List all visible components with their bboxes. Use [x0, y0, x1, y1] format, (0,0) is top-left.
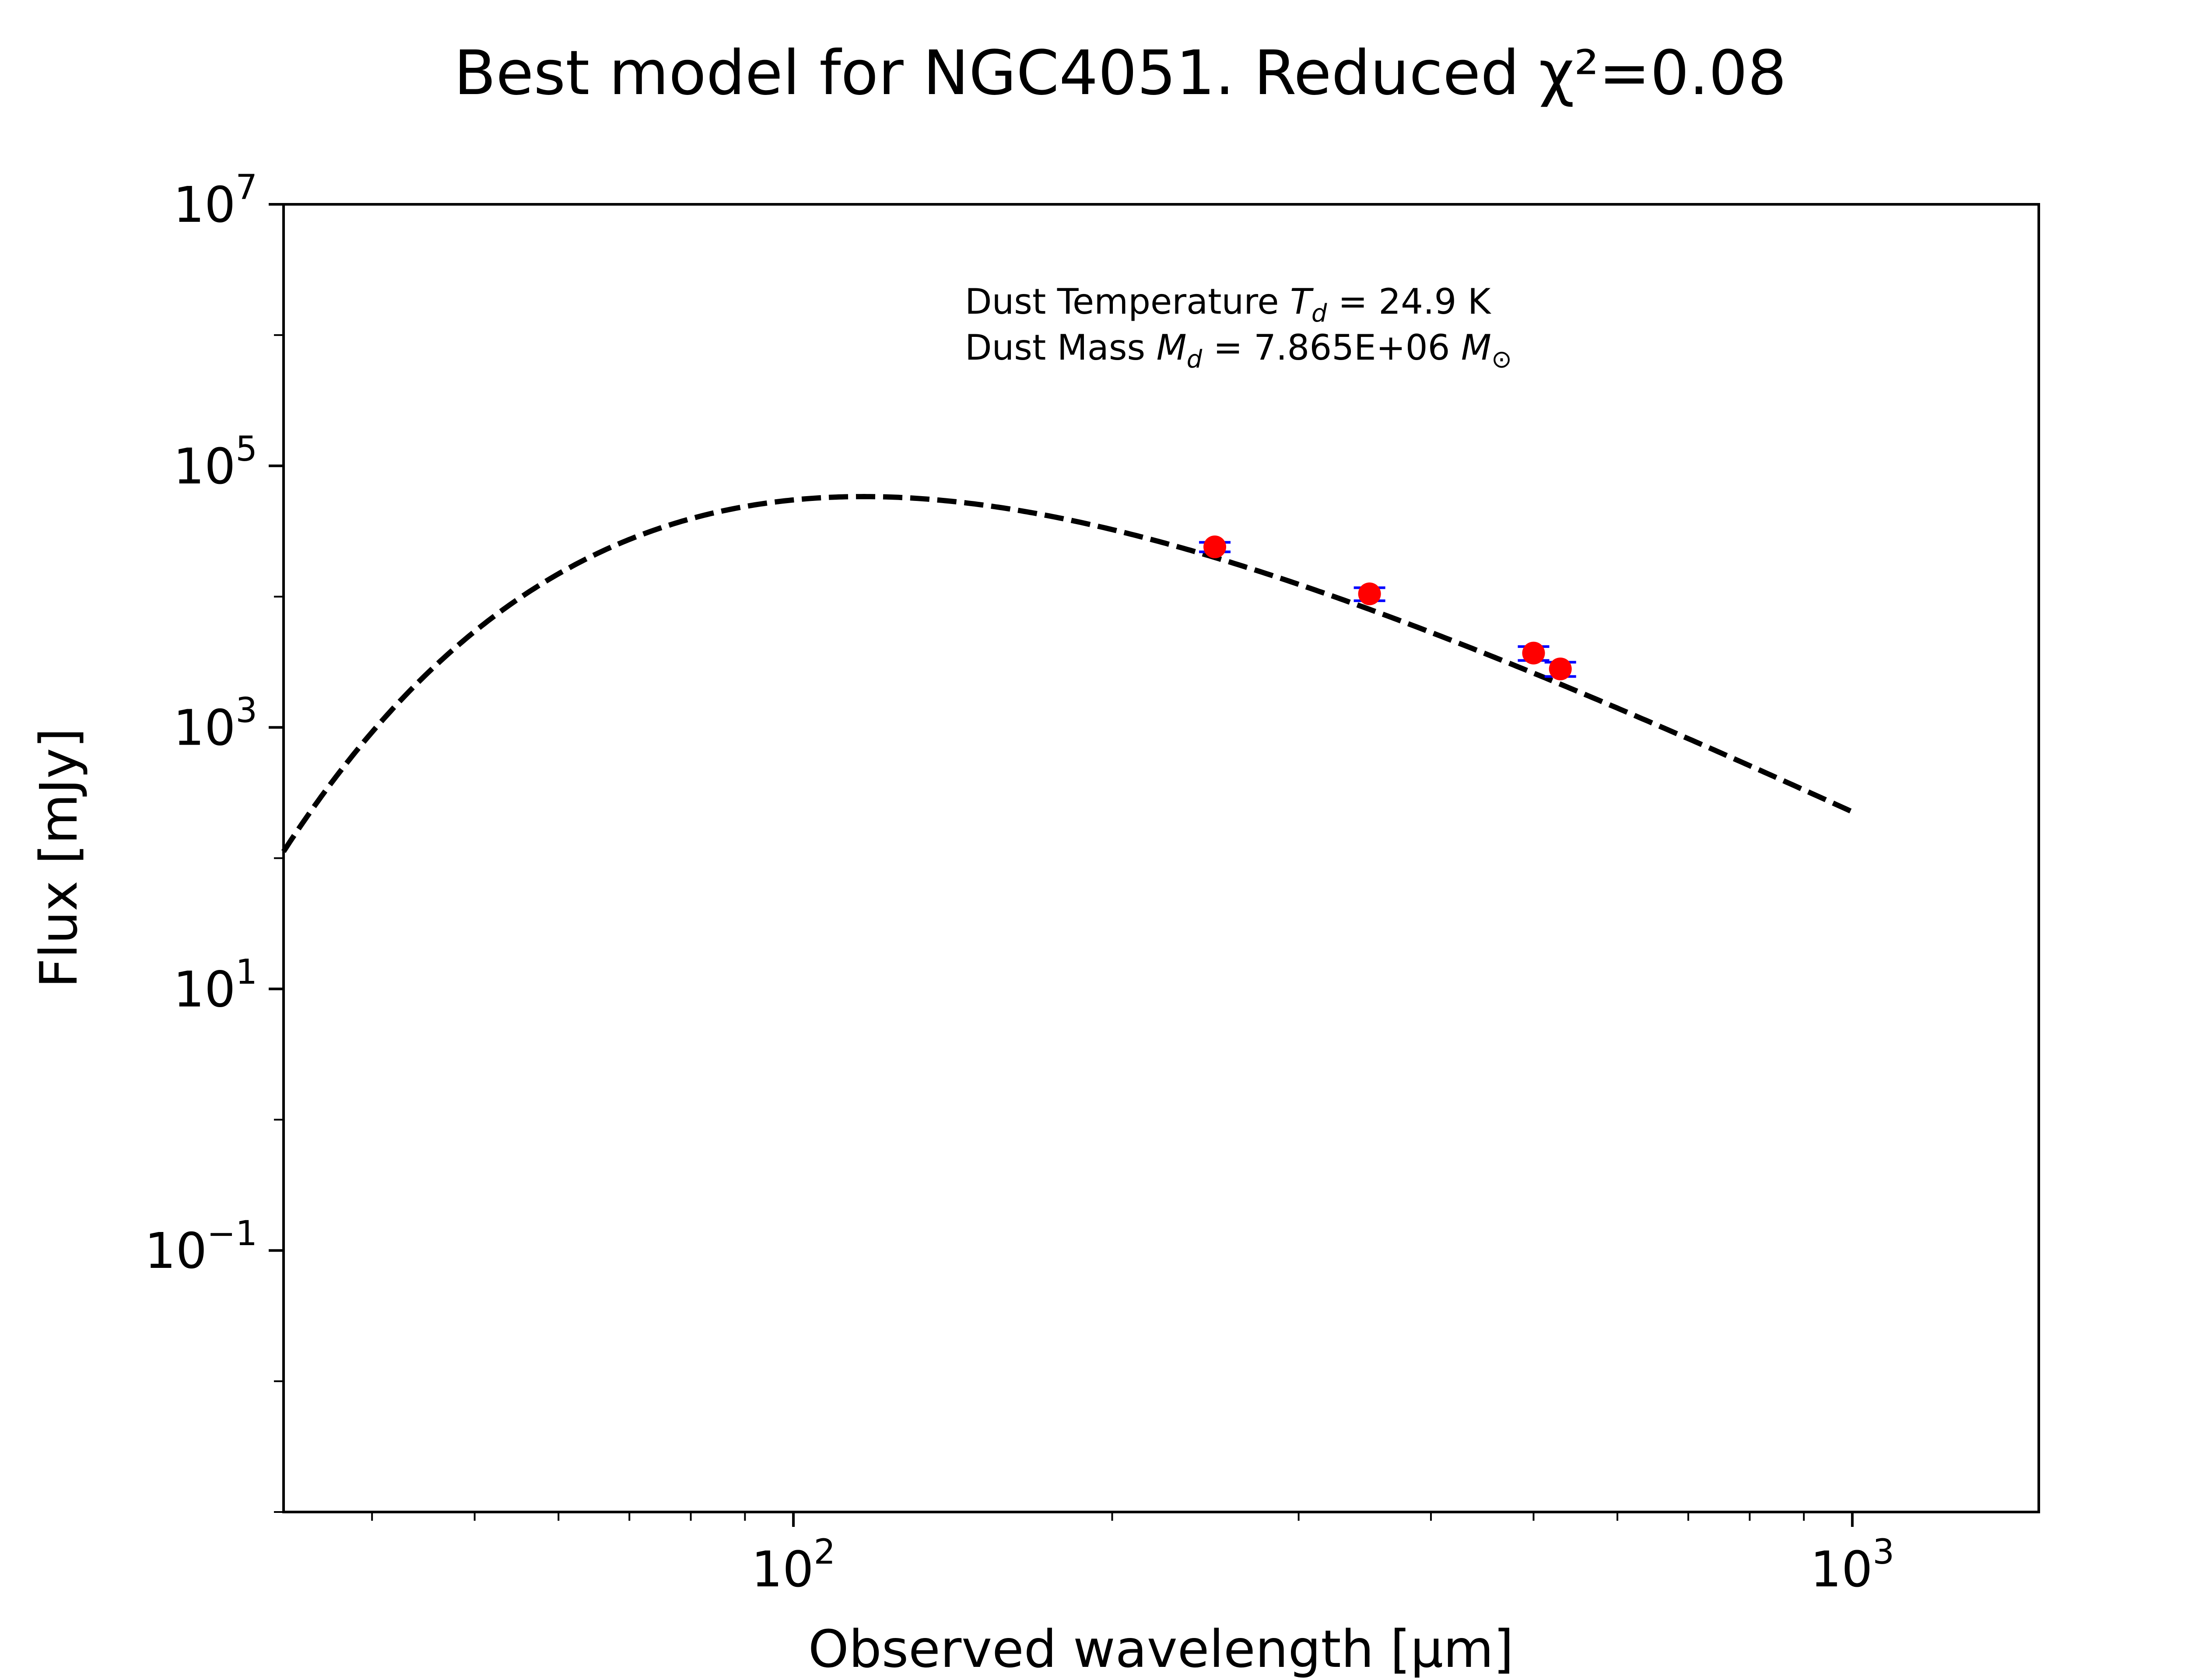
- observed-points: [1199, 536, 1576, 680]
- y-tick-label: 103: [173, 691, 257, 757]
- dust-temperature-label: Dust Temperature Td = 24.9 K: [965, 281, 1492, 328]
- y-tick-label: 10−1: [145, 1214, 258, 1280]
- y-tick-label: 101: [173, 952, 257, 1018]
- plot-area: [281, 203, 2040, 1513]
- y-axis-label: Flux [mJy]: [28, 728, 89, 988]
- data-point: [1358, 582, 1381, 606]
- model-layer: [281, 494, 1854, 853]
- model-curve: [281, 494, 1854, 853]
- data-point: [1203, 536, 1227, 559]
- dust-mass-label: Dust Mass Md = 7.865E+06 M⊙: [965, 327, 1512, 374]
- x-tick-label: 103: [1810, 1533, 1894, 1598]
- x-axis-label: Observed wavelength [μm]: [808, 1619, 1514, 1679]
- y-tick-label: 105: [173, 430, 257, 495]
- y-tick-label: 107: [173, 168, 257, 234]
- y-axis-ticks: 107 105 103 101 10−1: [145, 168, 284, 1513]
- data-point: [1522, 641, 1545, 665]
- plot-frame: [282, 203, 2040, 1513]
- chart-title: Best model for NGC4051. Reduced χ²=0.08: [454, 38, 1786, 109]
- data-point: [1549, 657, 1572, 680]
- x-axis-ticks: 102 103: [371, 1512, 1894, 1598]
- x-tick-label: 102: [751, 1533, 835, 1598]
